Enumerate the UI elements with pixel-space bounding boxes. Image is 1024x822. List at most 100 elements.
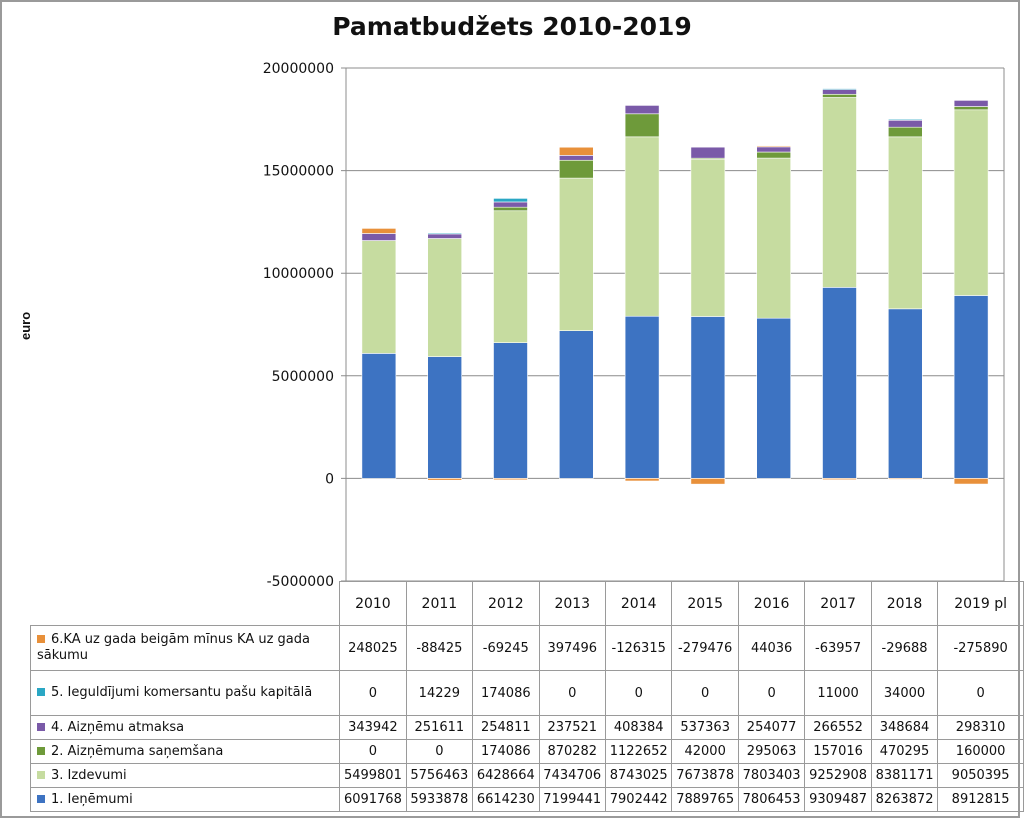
data-label: 8263872: [870, 787, 939, 812]
data-label: 8912815: [937, 787, 1024, 812]
table-row: 5. Ieguldījumi komersantu pašu kapitālā 0…: [29, 670, 1024, 716]
bar-segment: [690, 146, 726, 159]
data-label: 0: [339, 739, 407, 764]
data-label: 6614230: [472, 787, 540, 812]
bar-segment: [953, 478, 989, 485]
data-label: -275890: [937, 625, 1024, 671]
legend-entry: 4. Aizņēmu atmaksa: [29, 715, 341, 740]
bar-segment: [624, 478, 660, 482]
data-label: 348684: [870, 715, 939, 740]
bar-segment: [690, 316, 726, 479]
bar-segment: [822, 97, 857, 288]
data-label: 42000: [671, 739, 739, 764]
data-label: 254077: [737, 715, 806, 740]
data-label: 254811: [472, 715, 540, 740]
bar-segment: [558, 177, 594, 331]
bar-segment: [427, 238, 463, 357]
data-label: 11000: [804, 670, 872, 716]
data-label: 44036: [737, 625, 806, 671]
bar-segment: [887, 119, 923, 121]
table-row: 3. Izdevumi 5499801 5756463 6428664 7434706 8…: [29, 763, 1024, 788]
bar-segment: [887, 136, 923, 310]
table-row: 1. Ieņēmumi 6091768 5933878 6614230 7199441 7…: [29, 787, 1024, 812]
data-label: 7806453: [737, 787, 806, 812]
bar-segment: [493, 206, 528, 212]
legend-entry: 3. Izdevumi: [29, 763, 341, 788]
bar-segment: [493, 201, 528, 208]
data-label: 5499801: [339, 763, 407, 788]
data-label: 174086: [472, 670, 540, 716]
data-label: 0: [604, 670, 673, 716]
y-tick-label: 20000000: [263, 61, 334, 77]
data-label: -29688: [870, 625, 939, 671]
bar-segment: [887, 478, 923, 480]
bar-segment: [756, 145, 792, 148]
x-tick-label: 2014: [604, 581, 673, 626]
y-tick-label: 15000000: [263, 164, 334, 180]
data-label: 0: [538, 670, 606, 716]
data-label: -279476: [671, 625, 739, 671]
data-label: 537363: [671, 715, 739, 740]
data-label: 9050395: [937, 763, 1024, 788]
legend-entry: 5. Ieguldījumi komersantu pašu kapitālā: [29, 670, 341, 716]
data-label: -88425: [405, 625, 474, 671]
bar-segment: [953, 100, 989, 107]
data-label: 5933878: [405, 787, 474, 812]
y-tick-label: 5000000: [272, 369, 334, 385]
bar-segment: [493, 210, 528, 343]
data-label: -63957: [804, 625, 872, 671]
bar-segment: [822, 88, 857, 90]
legend-label: 6.KA uz gada beigām mīnus KA uz gada sāk…: [37, 632, 310, 663]
data-label: 7199441: [538, 787, 606, 812]
legend-label: 4. Aizņēmu atmaksa: [51, 719, 185, 735]
data-label: 174086: [472, 739, 540, 764]
data-label: 870282: [538, 739, 606, 764]
y-tick-label: 10000000: [263, 266, 334, 282]
data-table: 2010 2011 2012 2013 2014 2015 2016 2017 2018 2019…: [29, 581, 1024, 812]
bar-segment: [953, 295, 989, 479]
legend-label: 2. Aizņēmuma saņemšana: [51, 743, 224, 759]
bar-segment: [361, 233, 397, 241]
legend-entry: 1. Ieņēmumi: [29, 787, 341, 812]
bar-segment: [624, 136, 660, 317]
data-label: 7803403: [737, 763, 806, 788]
table-row: 2. Aizņēmuma saņemšana 0 0 174086 870282 1122…: [29, 739, 1024, 764]
data-label: 9309487: [804, 787, 872, 812]
data-label: 251611: [405, 715, 474, 740]
legend-swatch: [37, 794, 45, 803]
data-label: 7889765: [671, 787, 739, 812]
bar-segment: [756, 317, 792, 479]
x-tick-label: 2019 pl: [937, 581, 1024, 626]
bar-segment: [361, 240, 397, 354]
x-tick-label: 2010: [339, 581, 407, 626]
x-tick-label: 2011: [405, 581, 474, 626]
table-row: 6.KA uz gada beigām mīnus KA uz gada sāk…: [29, 625, 1024, 671]
data-label: -69245: [472, 625, 540, 671]
data-label: 14229: [405, 670, 474, 716]
data-label: 408384: [604, 715, 673, 740]
bar-segment: [822, 478, 857, 481]
bar-segment: [361, 353, 397, 479]
legend-label: 3. Izdevumi: [51, 767, 127, 783]
legend-swatch: [37, 722, 45, 731]
bar-segment: [427, 356, 463, 479]
data-label: 343942: [339, 715, 407, 740]
data-label: 6091768: [339, 787, 407, 812]
legend-label: 1. Ieņēmumi: [51, 791, 133, 807]
chart-title: Pamatbudžets 2010-2019: [332, 12, 692, 41]
data-label: 7902442: [604, 787, 673, 812]
y-tick-label: 0: [325, 471, 334, 487]
bar-segment: [822, 287, 857, 479]
data-label: 0: [339, 670, 407, 716]
data-label: 470295: [870, 739, 939, 764]
bar-segment: [690, 158, 726, 317]
table-header-row: 2010 2011 2012 2013 2014 2015 2016 2017 2018 2019…: [30, 581, 1024, 626]
bar-segment: [624, 105, 660, 115]
data-label: 9252908: [804, 763, 872, 788]
data-label: 1122652: [604, 739, 673, 764]
bar-segment: [887, 126, 923, 138]
legend-swatch: [37, 635, 45, 643]
x-tick-label: 2015: [671, 581, 739, 626]
data-label: 397496: [538, 625, 606, 671]
